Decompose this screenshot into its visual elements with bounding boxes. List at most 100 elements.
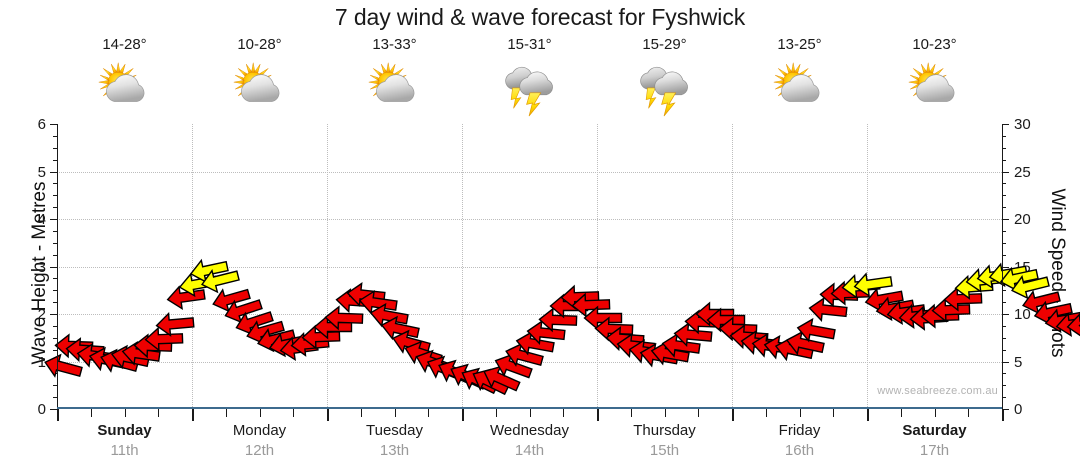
left-axis-minor-tick [53, 349, 57, 351]
day-footer-monday[interactable]: Monday 12th [192, 421, 327, 471]
sun-behind-cloud-icon [904, 56, 966, 118]
left-axis-minor-tick [53, 147, 57, 149]
left-axis-minor-tick [53, 159, 57, 161]
day-date-label: 14th [514, 442, 545, 459]
left-axis-tick [50, 124, 57, 125]
right-axis-title: Wind Speed - Knots [1047, 188, 1068, 358]
temperature-range: 13-33° [372, 36, 417, 53]
right-axis-minor-tick [1002, 349, 1006, 351]
day-name-label: Monday [232, 422, 287, 439]
x-axis-minor-tick [765, 409, 767, 417]
sun-behind-cloud-icon [364, 56, 426, 118]
x-axis-minor-tick [158, 409, 160, 417]
x-axis-minor-tick [428, 409, 430, 417]
right-axis-minor-tick [1002, 183, 1006, 185]
right-axis-tick-label: 30 [1014, 116, 1031, 133]
x-axis-minor-tick [968, 409, 970, 417]
day-footer-tuesday[interactable]: Tuesday 13th [327, 421, 462, 471]
wind-arrow [389, 325, 434, 360]
left-axis-minor-tick [53, 207, 57, 209]
x-axis-minor-tick [360, 409, 362, 417]
gridline-horizontal [57, 219, 1002, 220]
day-name-label: Thursday [633, 422, 696, 439]
left-axis-tick [50, 266, 57, 268]
sun-behind-cloud-icon [229, 56, 291, 118]
right-axis-tick [1002, 266, 1009, 268]
plot-area: 0123456051015202530 [38, 117, 1080, 421]
right-axis-minor-tick [1002, 325, 1006, 327]
gridline-day-divider [462, 124, 463, 409]
day-footer-thursday[interactable]: Thursday 15th [597, 421, 732, 471]
right-axis-tick [1002, 409, 1009, 410]
wind-arrow [1008, 268, 1053, 303]
x-axis-minor-tick [225, 409, 227, 417]
wind-arrow [143, 325, 184, 352]
day-header-strip: 14-28° [57, 36, 1002, 122]
day-date-label: 13th [379, 442, 410, 459]
gridline-day-divider [732, 124, 733, 409]
temperature-range: 10-28° [237, 36, 282, 53]
x-axis-minor-tick [799, 409, 801, 417]
day-date-label: 15th [649, 442, 680, 459]
x-axis-minor-tick [394, 409, 396, 417]
x-axis-minor-tick [563, 409, 565, 417]
right-axis-minor-tick [1002, 135, 1006, 137]
day-header-thursday: 15-29° [597, 36, 732, 122]
left-axis-minor-tick [53, 278, 57, 280]
wind-arrow [367, 300, 411, 333]
day-footer-sunday[interactable]: Sunday 11th [57, 421, 192, 471]
x-axis-major-tick [867, 409, 869, 421]
right-axis-tick-label: 5 [1014, 353, 1023, 371]
wind-arrow-layer [43, 124, 1080, 409]
x-axis-minor-tick [934, 409, 936, 417]
left-axis-minor-tick [53, 290, 57, 292]
x-axis-minor-tick [664, 409, 666, 417]
day-header-friday: 13-25° [732, 36, 867, 122]
left-axis-minor-tick [53, 385, 57, 387]
left-axis-minor-tick [53, 183, 57, 185]
temperature-range: 15-31° [507, 36, 552, 53]
wind-arrow [356, 287, 399, 318]
left-axis-minor-tick [53, 254, 57, 256]
x-axis-major-tick [1002, 409, 1004, 421]
left-axis-tick [50, 314, 57, 315]
right-axis-tick-label: 10 [1014, 306, 1031, 323]
right-axis-line [1002, 124, 1003, 409]
wind-arrow [794, 315, 838, 348]
wind-arrow [537, 306, 578, 333]
left-axis-tick [50, 219, 57, 220]
sun-behind-cloud-icon [94, 56, 156, 118]
x-axis-major-tick [462, 409, 464, 421]
right-axis-minor-tick [1002, 385, 1006, 387]
wind-arrow [132, 333, 173, 360]
day-header-sunday: 14-28° [57, 36, 192, 122]
temperature-range: 13-25° [777, 36, 822, 53]
day-footer-friday[interactable]: Friday 16th [732, 421, 867, 471]
x-axis-minor-tick [90, 409, 92, 417]
right-axis-tick-label: 25 [1014, 163, 1031, 181]
temperature-range: 10-23° [912, 36, 957, 53]
day-header-monday: 10-28° [192, 36, 327, 122]
x-axis-major-tick [732, 409, 734, 421]
left-axis-tick-label: 0 [37, 401, 46, 418]
x-axis-minor-tick [833, 409, 835, 417]
sun-behind-cloud-icon [769, 56, 831, 118]
left-axis-tick-label: 1 [37, 353, 46, 371]
right-axis-minor-tick [1002, 302, 1006, 304]
right-axis-minor-tick [1002, 195, 1006, 197]
left-axis-line [57, 124, 58, 409]
day-footer-saturday[interactable]: Saturday 17th [867, 421, 1002, 471]
left-axis-tick-label: 4 [37, 211, 46, 228]
gridline-day-divider [867, 124, 868, 409]
left-axis-minor-tick [53, 195, 57, 197]
baseline-axis [57, 407, 1002, 409]
day-date-label: 16th [784, 442, 815, 459]
day-header-wednesday: 15-31° [462, 36, 597, 122]
gridline-day-divider [327, 124, 328, 409]
day-footer-wednesday[interactable]: Wednesday 14th [462, 421, 597, 471]
wind-arrow [154, 309, 196, 338]
day-footer-strip: Sunday 11th Monday 12th Tuesday 13th Wednesday… [57, 421, 1002, 471]
gridline-day-divider [192, 124, 193, 409]
day-name-label: Saturday [902, 422, 967, 439]
x-axis-major-tick [327, 409, 329, 421]
